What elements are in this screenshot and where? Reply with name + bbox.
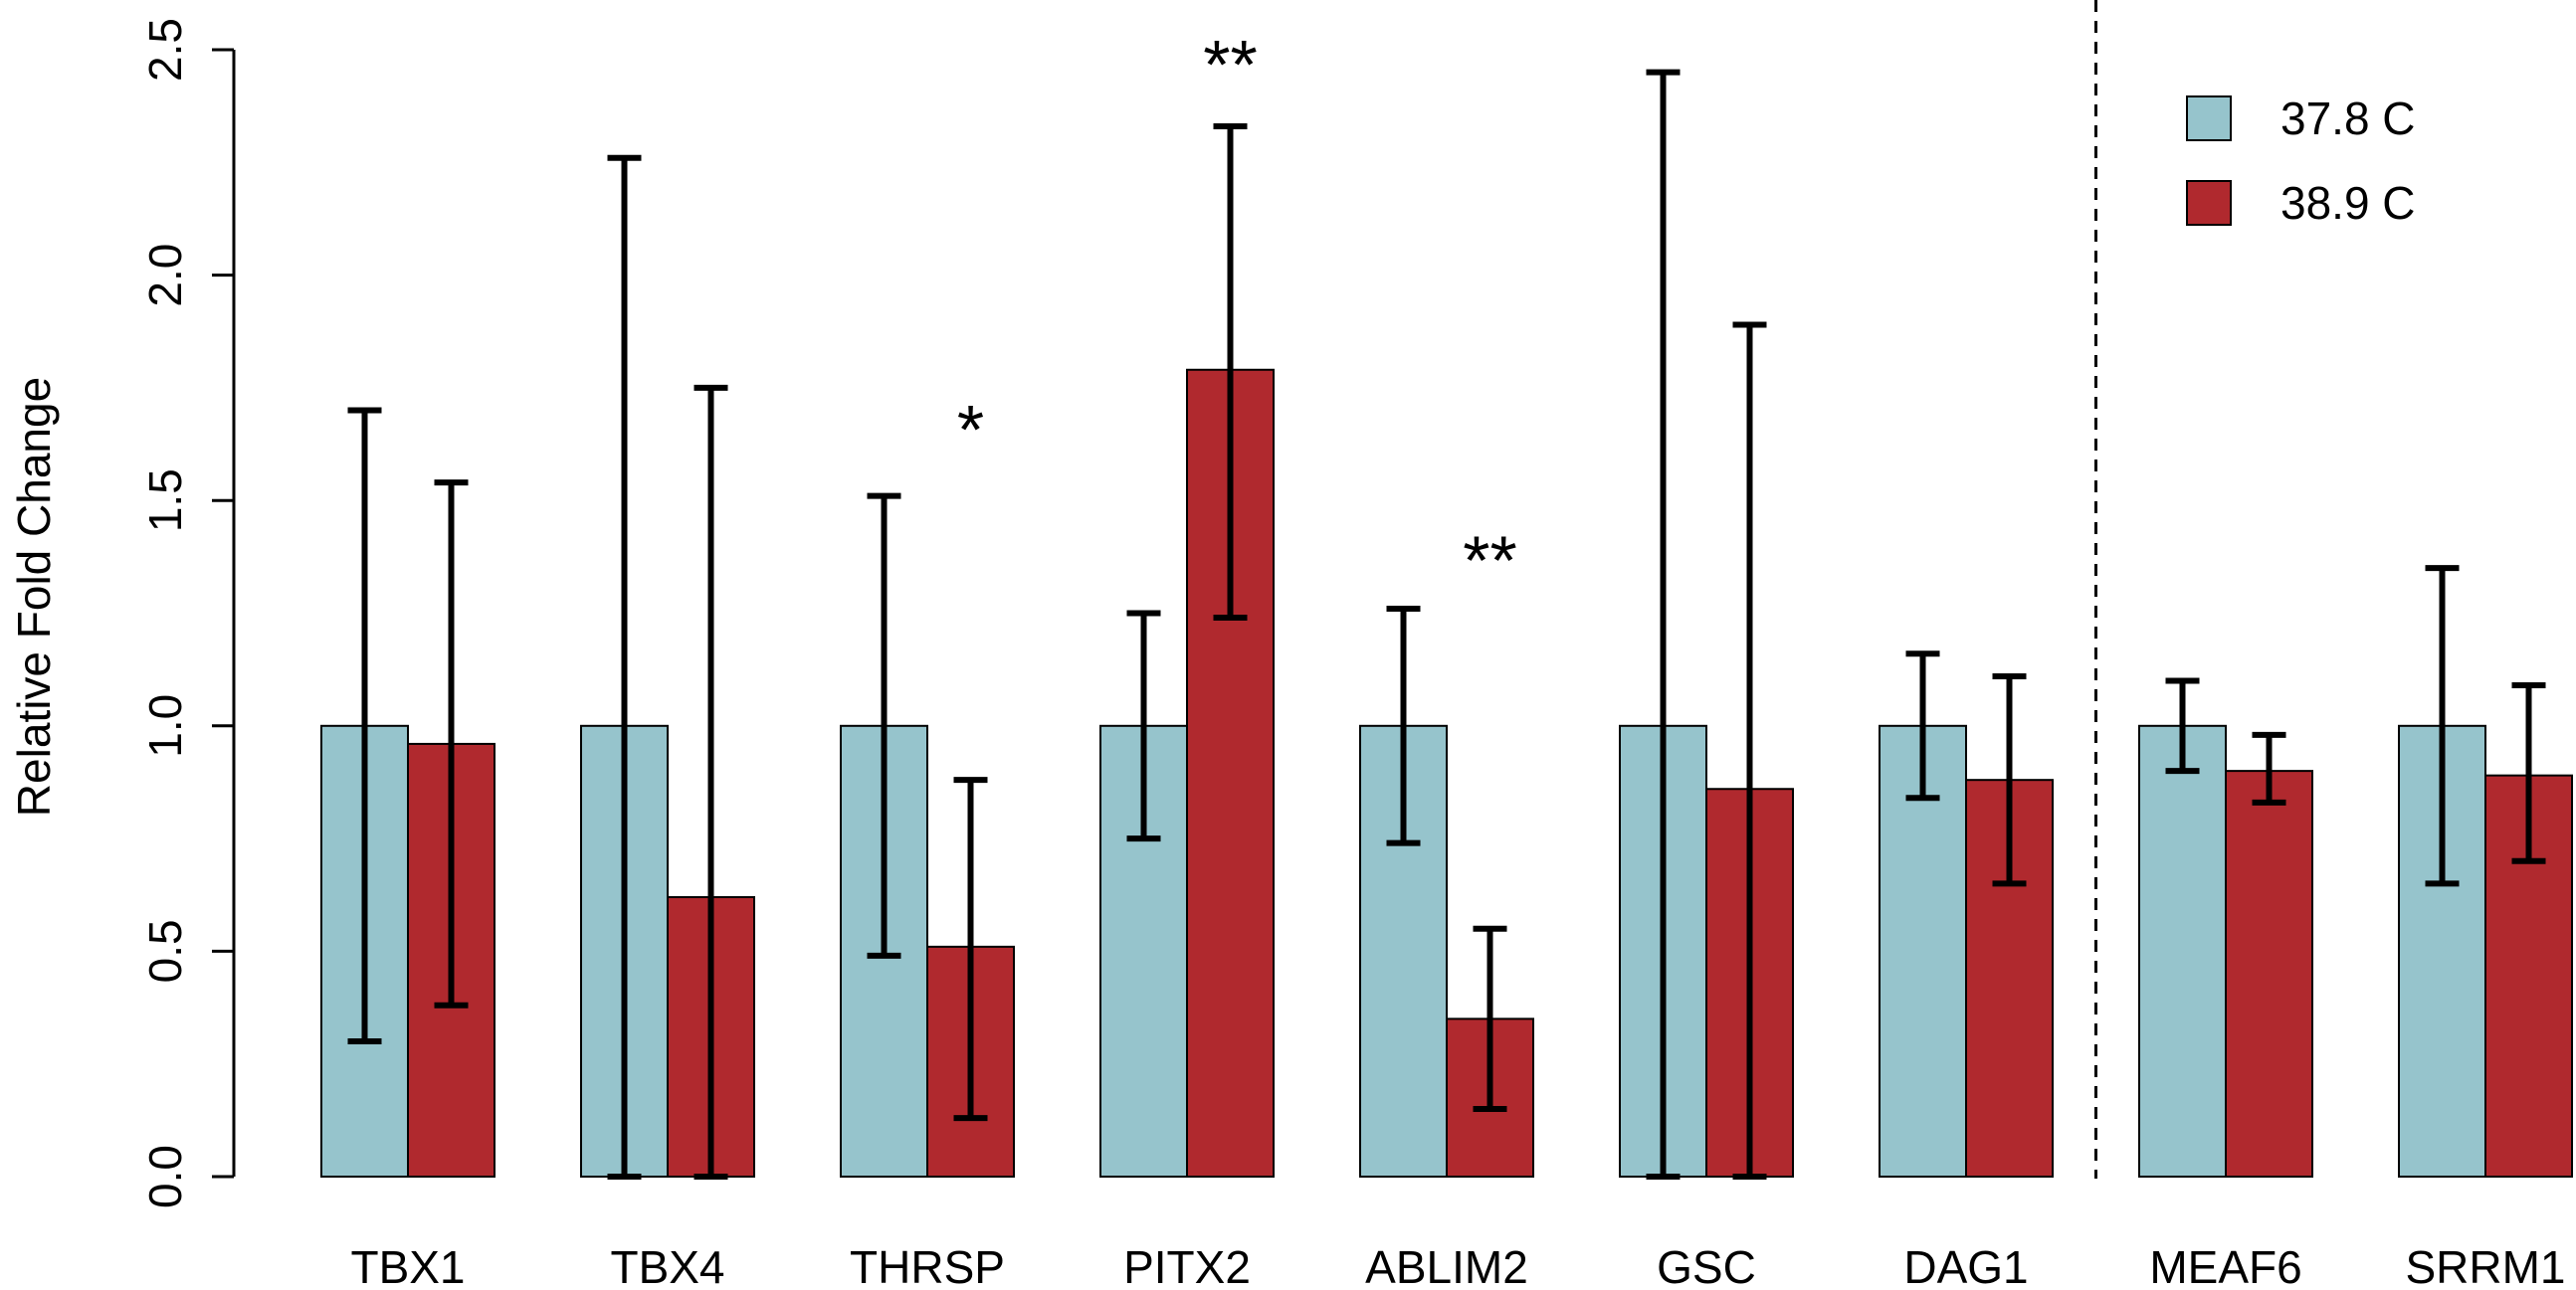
legend: 37.8 C 38.9 C <box>2186 92 2416 229</box>
category-label-gsc: GSC <box>1657 1241 1756 1290</box>
significance-marker-thrsp: * <box>957 391 984 468</box>
category-labels: TBX1 TBX4 THRSP PITX2 ABLIM2 GSC DAG1 MEAF6 SRRM… <box>350 1241 2565 1290</box>
bar-meaf6-control <box>2138 724 2227 1178</box>
significance-marker-pitx2: ** <box>1203 26 1257 103</box>
category-label-tbx1: TBX1 <box>350 1241 465 1290</box>
category-label-meaf6: MEAF6 <box>2149 1241 2301 1290</box>
legend-label-control: 37.8 C <box>2280 92 2416 144</box>
category-label-tbx4: TBX4 <box>610 1241 724 1290</box>
bar-meaf6-treatment <box>2225 770 2313 1178</box>
y-axis: 0.0 0.5 1.0 1.5 2.0 2.5 <box>139 18 236 1208</box>
y-tick-label: 2.0 <box>139 244 191 307</box>
category-label-dag1: DAG1 <box>1903 1241 2028 1290</box>
category-label-ablim2: ABLIM2 <box>1365 1241 1528 1290</box>
error-bars <box>347 69 2546 1180</box>
bars <box>320 368 2573 1179</box>
category-label-pitx2: PITX2 <box>1123 1241 1251 1290</box>
y-tick-label: 0.5 <box>139 919 191 983</box>
bar-dag1-control <box>1879 724 1967 1178</box>
y-tick-label: 1.0 <box>139 694 191 758</box>
legend-swatch-control <box>2186 95 2232 141</box>
y-tick-label: 1.5 <box>139 468 191 532</box>
significance-marker-ablim2: ** <box>1463 522 1516 600</box>
bar-pitx2-treatment <box>1186 368 1275 1179</box>
category-label-srrm1: SRRM1 <box>2405 1241 2565 1290</box>
legend-label-treatment: 38.9 C <box>2280 177 2416 229</box>
y-tick-label: 2.5 <box>139 18 191 82</box>
category-label-thrsp: THRSP <box>850 1241 1005 1290</box>
y-axis-label: Relative Fold Change <box>8 377 60 817</box>
legend-swatch-treatment <box>2186 180 2232 226</box>
significance-markers: ***** <box>957 26 1517 600</box>
y-tick-label: 0.0 <box>139 1145 191 1208</box>
